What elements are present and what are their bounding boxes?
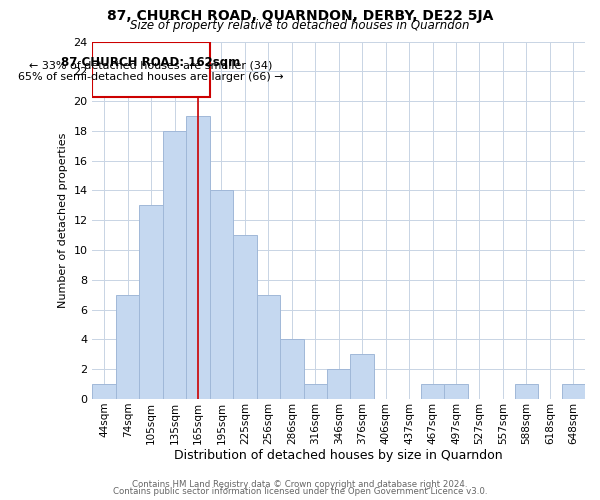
Y-axis label: Number of detached properties: Number of detached properties xyxy=(58,132,68,308)
Bar xyxy=(421,384,444,399)
Bar xyxy=(139,206,163,399)
X-axis label: Distribution of detached houses by size in Quarndon: Distribution of detached houses by size … xyxy=(175,450,503,462)
Bar xyxy=(327,369,350,399)
Bar xyxy=(562,384,585,399)
Bar xyxy=(233,235,257,399)
Bar xyxy=(257,295,280,399)
Text: Size of property relative to detached houses in Quarndon: Size of property relative to detached ho… xyxy=(130,19,470,32)
Bar xyxy=(304,384,327,399)
Text: ← 33% of detached houses are smaller (34): ← 33% of detached houses are smaller (34… xyxy=(29,60,273,70)
Text: 65% of semi-detached houses are larger (66) →: 65% of semi-detached houses are larger (… xyxy=(18,72,284,83)
Bar xyxy=(210,190,233,399)
Bar xyxy=(515,384,538,399)
Bar xyxy=(116,295,139,399)
Bar xyxy=(280,340,304,399)
Text: 87 CHURCH ROAD: 162sqm: 87 CHURCH ROAD: 162sqm xyxy=(61,56,241,69)
Text: 87, CHURCH ROAD, QUARNDON, DERBY, DE22 5JA: 87, CHURCH ROAD, QUARNDON, DERBY, DE22 5… xyxy=(107,9,493,23)
Bar xyxy=(163,131,186,399)
Bar xyxy=(350,354,374,399)
FancyBboxPatch shape xyxy=(92,42,210,96)
Bar xyxy=(444,384,468,399)
Bar xyxy=(186,116,210,399)
Bar xyxy=(92,384,116,399)
Text: Contains HM Land Registry data © Crown copyright and database right 2024.: Contains HM Land Registry data © Crown c… xyxy=(132,480,468,489)
Text: Contains public sector information licensed under the Open Government Licence v3: Contains public sector information licen… xyxy=(113,487,487,496)
